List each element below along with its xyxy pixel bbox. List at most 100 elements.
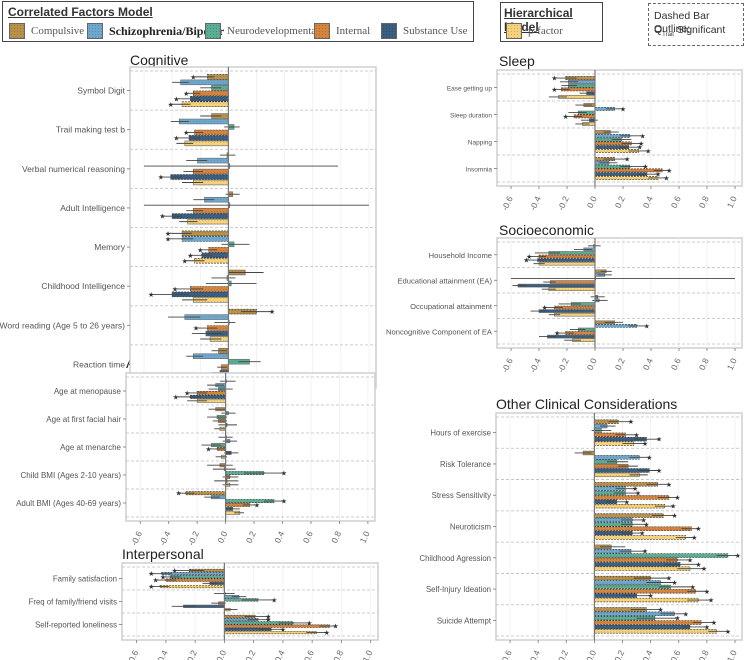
bar-compulsive xyxy=(224,614,256,619)
significance-star: ★ xyxy=(562,113,568,121)
dashed-note-line2: QTrait Significant xyxy=(654,24,725,42)
x-tick-label: -0.2 xyxy=(184,648,199,660)
significance-star: ★ xyxy=(526,253,532,261)
x-tick-label: 1.0 xyxy=(725,648,739,660)
x-tick-label: -0.4 xyxy=(527,648,542,660)
significance-star: ★ xyxy=(173,393,179,401)
category-label: Trail making test b xyxy=(56,125,125,135)
significance-star: ★ xyxy=(663,174,669,182)
panel-title-cognitive: Cognitive xyxy=(130,52,189,68)
category-group: ★★★★★ xyxy=(594,156,672,182)
category-label: Insomnia xyxy=(466,167,493,174)
significance-star: ★ xyxy=(197,246,203,254)
panel-anthropomorphic: ★ ★ Age at menopause Age at first facial ha… xyxy=(16,372,376,547)
x-tick-label: 0.2 xyxy=(243,648,257,660)
category-group: ★★★★ xyxy=(168,73,229,109)
significance-star: ★ xyxy=(148,291,154,299)
significance-star: ★ xyxy=(735,552,741,560)
significance-star: ★ xyxy=(642,440,648,448)
x-tick-label: 0.2 xyxy=(612,648,626,660)
significance-star: ★ xyxy=(671,512,677,520)
category-group: ★★★★★ xyxy=(594,544,741,573)
category-group: ★★ xyxy=(170,113,240,147)
legend-swatch-neurodevelopmental xyxy=(205,23,221,39)
significance-star: ★ xyxy=(523,257,529,265)
panel-title-interpersonal: Interpersonal xyxy=(122,546,204,562)
significance-star: ★ xyxy=(620,105,626,113)
category-label: Adult BMI (Ages 40-69 years) xyxy=(16,499,121,508)
dashed-note-trait: Trait xyxy=(662,32,674,39)
category-label: Self-Injury Ideation xyxy=(426,585,491,594)
significance-star: ★ xyxy=(205,445,211,453)
significance-star: ★ xyxy=(674,494,680,502)
category-group: ★ xyxy=(201,435,239,459)
significance-star: ★ xyxy=(172,567,178,575)
bar-substance-use xyxy=(517,283,596,288)
category-group: ★★ xyxy=(574,450,662,478)
bar-internalizing xyxy=(538,254,596,259)
significance-star: ★ xyxy=(635,490,641,498)
category-label: Childhood Agression xyxy=(419,554,491,563)
significance-star: ★ xyxy=(160,573,166,581)
x-tick-label: 0.4 xyxy=(641,194,655,209)
significance-star: ★ xyxy=(666,575,672,583)
category-label: Word reading (Age 5 to 26 years) xyxy=(0,320,125,330)
significance-star: ★ xyxy=(159,213,165,221)
dashed-note-q: Q xyxy=(654,24,663,36)
bar-internalizing xyxy=(549,280,596,284)
legend-swatch-internalizing xyxy=(314,23,330,39)
x-tick-label: 0.0 xyxy=(585,194,599,209)
x-tick-label: -0.2 xyxy=(555,648,570,660)
x-tick-label: 0.2 xyxy=(613,194,627,209)
bar-neurodevelopmental xyxy=(225,499,275,504)
significance-star: ★ xyxy=(176,490,182,498)
x-tick-label: -0.6 xyxy=(129,529,144,547)
bar-substance-use xyxy=(537,258,596,262)
x-tick-label: 1.0 xyxy=(725,194,739,209)
x-tick-label: -0.4 xyxy=(528,194,543,212)
bar-p-factor xyxy=(594,535,687,540)
bar-p-factor xyxy=(159,584,225,589)
legend-correlated-factors: Correlated Factors Model Compulsive Schi… xyxy=(2,1,392,42)
category-group: ★★ xyxy=(548,75,596,99)
significance-star: ★ xyxy=(670,503,676,511)
significance-star: ★ xyxy=(306,619,312,627)
x-tick-label: 0.6 xyxy=(668,648,682,660)
category-label: Ease getting up xyxy=(447,86,493,93)
bar-internalizing xyxy=(594,557,678,563)
significance-star: ★ xyxy=(638,140,644,148)
x-tick-label: -0.6 xyxy=(500,356,515,374)
x-tick-label: 0.4 xyxy=(273,648,287,660)
significance-star: ★ xyxy=(656,436,662,444)
significance-star: ★ xyxy=(165,230,171,238)
x-tick-label: 0.0 xyxy=(215,529,229,544)
category-label: Verbal numerical reasoning xyxy=(22,164,125,174)
significance-star: ★ xyxy=(633,431,639,439)
legend-swatch-substance-use xyxy=(381,23,397,39)
significance-star: ★ xyxy=(657,606,663,614)
category-group: ★★★★★★ xyxy=(224,613,339,637)
significance-star: ★ xyxy=(695,561,701,569)
x-tick-label: 0.4 xyxy=(640,648,654,660)
significance-star: ★ xyxy=(725,628,731,636)
legend-label-compulsive: Compulsive xyxy=(31,25,85,37)
significance-star: ★ xyxy=(254,501,260,509)
x-tick-label: 0.6 xyxy=(669,356,683,371)
x-tick-label: 1.0 xyxy=(360,648,374,660)
significance-star: ★ xyxy=(655,171,661,179)
x-tick-label: 0.2 xyxy=(613,356,627,371)
significance-star: ★ xyxy=(265,616,271,624)
category-label: Self-reported loneliness xyxy=(35,621,117,630)
significance-star: ★ xyxy=(666,481,672,489)
significance-star: ★ xyxy=(666,167,672,175)
x-tick-label: 0.6 xyxy=(302,648,316,660)
significance-star: ★ xyxy=(183,129,189,137)
category-label: Household Income xyxy=(429,251,492,260)
x-tick-label: 0.8 xyxy=(697,356,711,371)
significance-star: ★ xyxy=(642,548,648,556)
significance-star: ★ xyxy=(184,389,190,397)
significance-star: ★ xyxy=(642,163,648,171)
legend-swatch-schizophrenia-bipolar xyxy=(87,23,103,39)
